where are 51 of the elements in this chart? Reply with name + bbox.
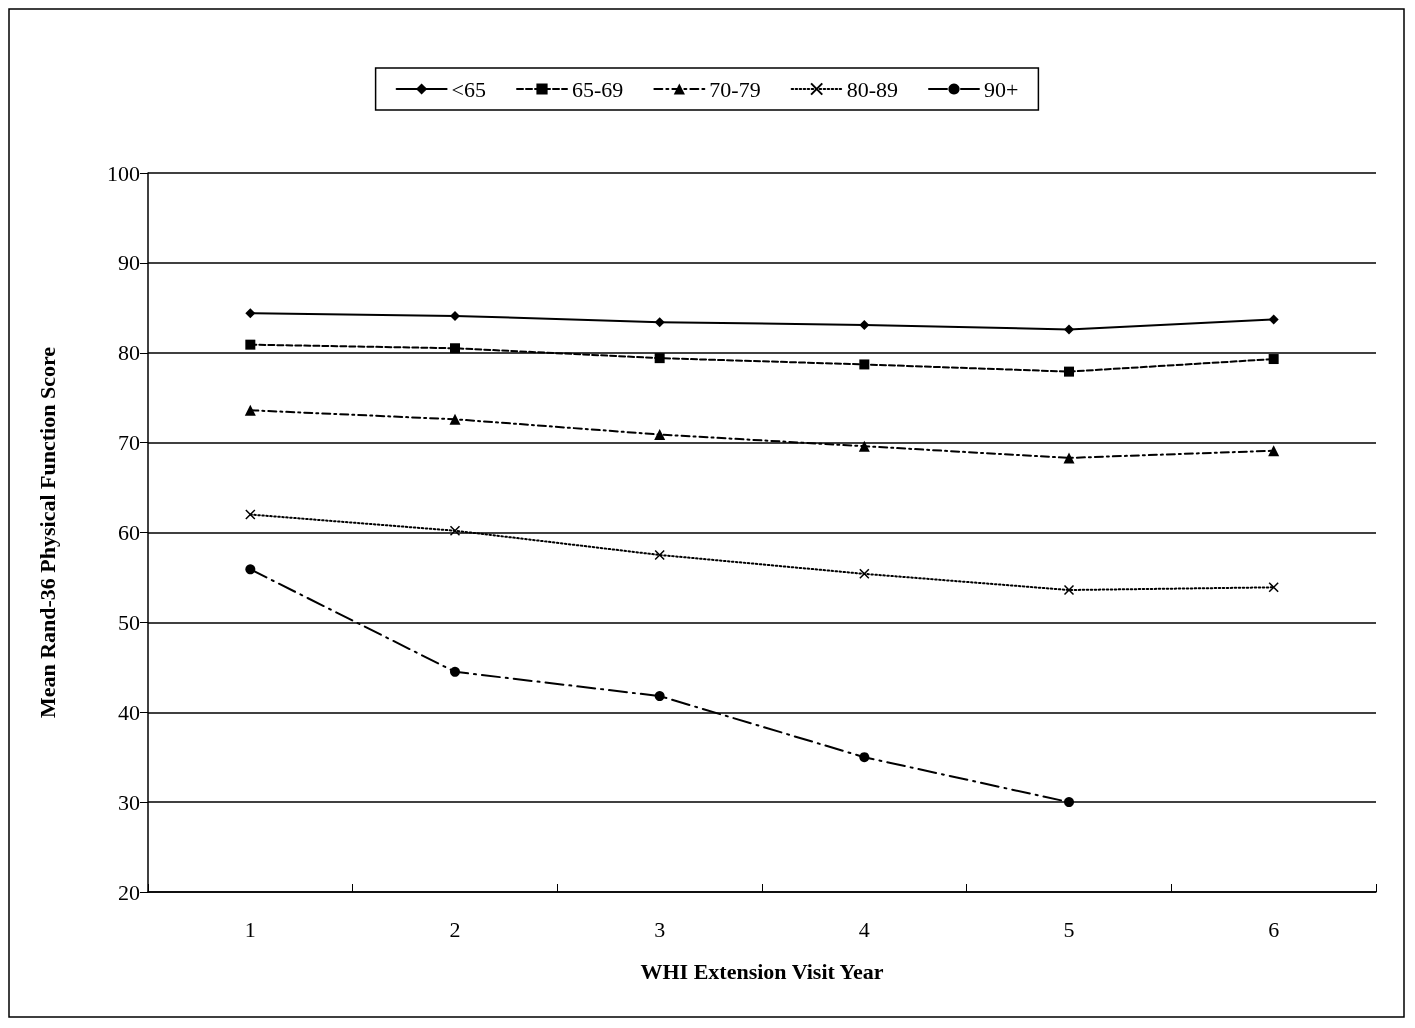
point: [1064, 324, 1074, 335]
x-axis-title: WHI Extension Visit Year: [640, 958, 884, 984]
point: [1063, 584, 1075, 596]
point: [245, 339, 256, 350]
point: [449, 413, 461, 425]
point: [654, 429, 666, 441]
point: [1268, 582, 1279, 593]
x-tick-label: 2: [449, 916, 461, 942]
point: [450, 343, 460, 354]
point: [244, 404, 256, 416]
point: [1268, 354, 1279, 365]
point: [859, 568, 870, 580]
point: [245, 308, 256, 319]
legend-label: 90+: [983, 76, 1019, 102]
y-tick-label: 30: [118, 789, 140, 815]
y-tick-label: 60: [118, 520, 140, 545]
point: [1063, 452, 1075, 464]
point: [449, 525, 461, 536]
point: [859, 752, 870, 763]
x-tick-label: 5: [1063, 916, 1075, 942]
y-tick-label: 100: [107, 160, 140, 186]
point: [654, 317, 665, 328]
point: [654, 691, 665, 702]
y-tick-label: 40: [118, 699, 140, 725]
y-tick-label: 50: [118, 609, 140, 635]
point: [450, 310, 460, 321]
point: [1064, 797, 1074, 808]
x-tick-label: 1: [244, 916, 256, 942]
x-tick-label: 4: [858, 916, 870, 942]
point: [245, 509, 256, 520]
legend-label: <65: [451, 76, 487, 102]
point: [1268, 314, 1279, 325]
y-tick-label: 20: [118, 879, 140, 905]
x-tick-label: 6: [1268, 916, 1280, 942]
point: [654, 549, 665, 561]
y-tick-label: 80: [118, 340, 140, 366]
y-tick-label: 90: [118, 250, 140, 276]
point: [1268, 445, 1280, 457]
x-tick-label: 3: [654, 916, 666, 942]
point: [859, 319, 870, 330]
y-axis-title: Mean Rand-36 Physical Function Score: [34, 346, 60, 719]
point: [450, 666, 460, 677]
point: [859, 359, 870, 370]
legend-label: 70-79: [709, 76, 761, 102]
point: [858, 440, 870, 452]
y-tick-label: 70: [118, 430, 140, 456]
legend-label: 80-89: [846, 76, 898, 102]
point: [654, 353, 665, 364]
point: [245, 564, 256, 575]
legend-label: 65-69: [572, 76, 624, 102]
point: [1064, 366, 1074, 377]
